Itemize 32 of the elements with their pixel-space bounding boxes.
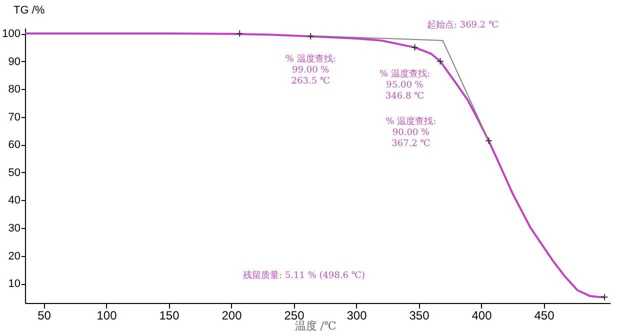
x-tick-label: 200 [222,308,242,322]
x-axis-title: 温度 /℃ [294,320,336,332]
annotation: % 温度查找: 95.00 % 346.8 ℃ [380,68,430,102]
y-tick-label: 80 [8,84,20,96]
x-tick-label: 100 [96,308,118,322]
y-tick-label: 40 [8,194,20,207]
y-tick-label: 70 [8,111,20,124]
point [485,137,492,144]
x-tick-label: 350 [409,308,430,322]
annotation: 起始点: 369.2 ℃ [426,20,499,30]
annotation: % 温度查找: 90.00 % 367.2 ℃ [386,116,436,149]
line-series [24,32,606,298]
y-axis-title: TG /% [14,4,45,16]
x-tick-label: 150 [159,308,180,322]
x-tick-label: 450 [534,308,555,322]
point [436,58,444,65]
x-tick-label: 300 [346,308,368,322]
annotation: % 温度查找: 99.00 % 263.5 ℃ [285,53,336,86]
annotation: 残留质量: 5.11 % (498.6 ℃) [243,270,365,281]
y-tick-label: 100 [2,28,20,40]
point [411,44,418,52]
y-tick-label: 20 [8,250,20,262]
point [306,32,314,40]
y-tick-label: 60 [8,139,20,152]
x-tick-label: 400 [472,308,492,322]
x-tick-label: 50 [38,308,52,322]
point [236,30,244,38]
y-tick-label: 50 [8,166,20,179]
point [600,294,608,301]
y-tick-label: 90 [8,56,20,68]
y-tick-label: 10 [8,278,20,290]
y-tick-label: 30 [8,222,20,234]
